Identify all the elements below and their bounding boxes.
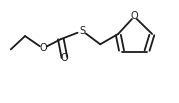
Text: O: O (61, 53, 68, 63)
Text: O: O (39, 43, 47, 53)
Text: S: S (79, 26, 85, 36)
Text: O: O (130, 11, 138, 22)
